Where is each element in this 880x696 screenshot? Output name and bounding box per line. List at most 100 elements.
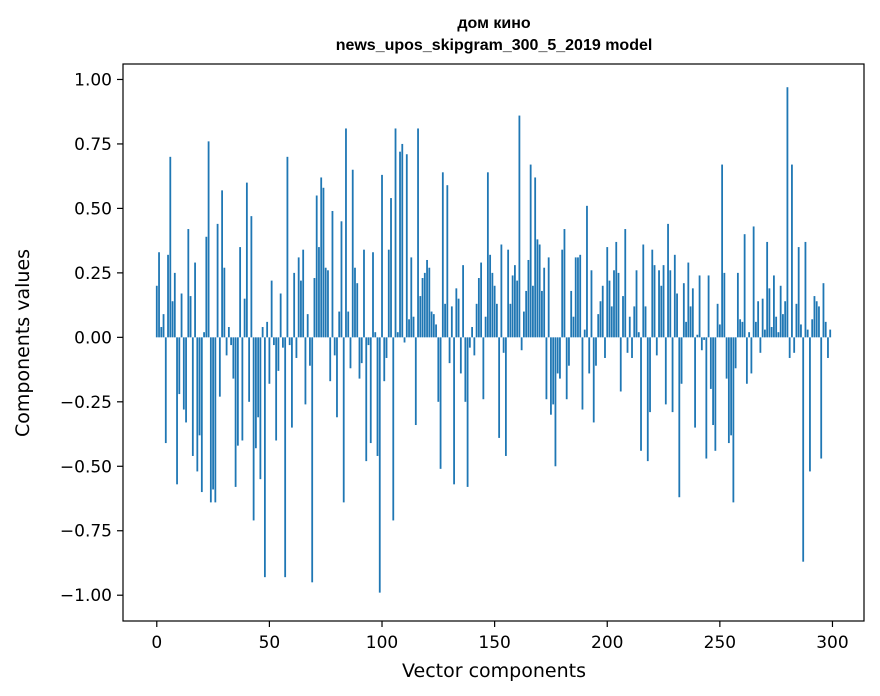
bar xyxy=(624,229,627,338)
bar xyxy=(773,275,775,338)
bar xyxy=(162,314,165,338)
chart-title: дом кино xyxy=(457,15,531,32)
bar xyxy=(541,290,543,338)
y-tick-label: −0.75 xyxy=(60,522,112,542)
bar xyxy=(176,337,178,485)
bar xyxy=(313,278,316,338)
bar xyxy=(694,337,696,428)
bar xyxy=(324,267,327,338)
bar xyxy=(450,306,453,338)
bar xyxy=(484,316,487,338)
bar xyxy=(455,288,458,338)
bar xyxy=(486,172,489,338)
bar xyxy=(592,337,595,423)
bar xyxy=(464,337,467,402)
bar xyxy=(257,337,260,418)
bar xyxy=(167,254,169,338)
bar xyxy=(725,337,728,379)
bar xyxy=(306,314,309,338)
bar xyxy=(387,249,390,338)
bar xyxy=(297,257,300,338)
x-tick-label: 250 xyxy=(704,633,736,653)
bar xyxy=(727,337,730,444)
bar xyxy=(750,337,753,374)
bar xyxy=(574,257,577,338)
bar xyxy=(759,337,762,353)
bar xyxy=(667,223,669,338)
bar xyxy=(673,254,676,338)
bar xyxy=(414,337,417,426)
y-tick-label: 0.50 xyxy=(74,199,112,219)
bar xyxy=(815,301,818,338)
bar xyxy=(502,337,505,353)
bar xyxy=(340,221,343,338)
bar xyxy=(232,337,235,379)
bar xyxy=(743,234,746,338)
bar xyxy=(178,337,181,395)
bar xyxy=(473,337,476,356)
bar xyxy=(430,311,433,338)
bar xyxy=(396,332,399,338)
bar xyxy=(525,290,528,338)
bar xyxy=(770,327,773,338)
bar xyxy=(378,337,381,593)
bar xyxy=(518,115,521,338)
bar xyxy=(311,337,314,583)
bar xyxy=(241,337,244,441)
x-axis-label: Vector components xyxy=(402,660,586,682)
bar xyxy=(797,247,800,338)
bar xyxy=(561,249,564,338)
bar xyxy=(225,337,228,356)
bar xyxy=(707,275,710,338)
bar xyxy=(685,321,687,338)
bar xyxy=(662,265,665,338)
bar xyxy=(446,185,449,338)
chart-subtitle: news_upos_skipgram_300_5_2019 model xyxy=(336,37,653,54)
bar xyxy=(570,290,573,338)
bar xyxy=(259,337,262,480)
bar xyxy=(671,337,674,413)
bar xyxy=(266,321,269,338)
bar xyxy=(198,337,201,436)
bar xyxy=(691,288,694,338)
bar xyxy=(507,249,510,338)
bar xyxy=(453,337,455,485)
bar xyxy=(818,306,820,338)
bar xyxy=(813,296,816,338)
bar xyxy=(588,337,591,374)
bar xyxy=(802,337,805,562)
bar xyxy=(385,337,388,358)
bar xyxy=(252,337,255,521)
bar xyxy=(556,337,559,374)
bar xyxy=(520,337,523,351)
bar xyxy=(223,267,226,338)
y-tick-label: 0.75 xyxy=(74,135,112,155)
bar xyxy=(302,249,305,338)
bar xyxy=(745,337,748,384)
bar xyxy=(248,337,251,402)
bar xyxy=(250,216,253,338)
bar xyxy=(489,254,492,338)
bar xyxy=(676,293,678,338)
bar xyxy=(534,177,537,338)
bar xyxy=(617,272,620,338)
bar xyxy=(347,311,350,338)
bar xyxy=(410,257,413,338)
bar xyxy=(824,321,827,338)
bar xyxy=(800,324,802,338)
bar xyxy=(709,337,712,389)
bar xyxy=(187,229,190,338)
y-tick-label: −0.25 xyxy=(60,393,112,413)
bar xyxy=(191,337,194,456)
bar xyxy=(809,337,811,472)
bar xyxy=(649,337,651,413)
bar xyxy=(182,337,185,410)
bar xyxy=(606,247,609,338)
bar xyxy=(304,337,307,405)
bar xyxy=(369,337,372,444)
bar xyxy=(309,337,311,366)
bar xyxy=(477,278,480,338)
bar xyxy=(329,337,332,382)
bar xyxy=(572,316,575,338)
bar xyxy=(498,337,501,438)
